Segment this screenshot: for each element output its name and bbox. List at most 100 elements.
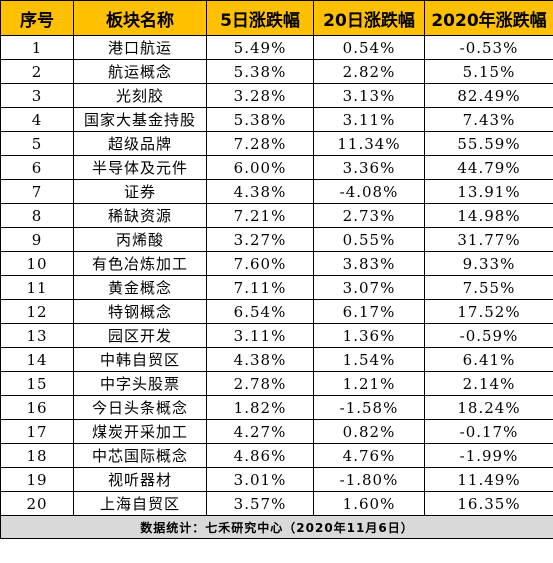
change-2020-cell: 9.33%	[424, 251, 553, 276]
table-row: 18 中芯国际概念 4.86% 4.76% -1.99%	[0, 443, 553, 468]
sector-name-cell: 国家大基金持股	[73, 107, 207, 132]
sector-name-cell: 港口航运	[73, 35, 207, 60]
row-number-cell: 19	[0, 467, 74, 492]
table-row: 8 稀缺资源 7.21% 2.73% 14.98%	[0, 203, 553, 228]
header-2020-change: 2020年涨跌幅	[424, 0, 553, 36]
sector-name-cell: 黄金概念	[73, 275, 207, 300]
change-2020-cell: 14.98%	[424, 203, 553, 228]
change-5day-cell: 4.86%	[206, 443, 314, 468]
change-5day-cell: 1.82%	[206, 395, 314, 420]
header-20day-change: 20日涨跌幅	[313, 0, 425, 36]
change-20day-cell: 1.36%	[313, 323, 425, 348]
table-row: 4 国家大基金持股 5.38% 3.11% 7.43%	[0, 107, 553, 132]
change-20day-cell: 1.54%	[313, 347, 425, 372]
row-number-cell: 3	[0, 83, 74, 108]
table-row: 13 园区开发 3.11% 1.36% -0.59%	[0, 323, 553, 348]
change-20day-cell: 11.34%	[313, 131, 425, 156]
row-number-cell: 20	[0, 491, 74, 516]
change-5day-cell: 3.27%	[206, 227, 314, 252]
change-20day-cell: 0.54%	[313, 35, 425, 60]
table-footer: 数据统计：七禾研究中心（2020年11月6日）	[0, 515, 553, 539]
header-sector-name: 板块名称	[73, 0, 207, 36]
change-2020-cell: 18.24%	[424, 395, 553, 420]
data-source-note: 数据统计：七禾研究中心（2020年11月6日）	[0, 515, 553, 539]
change-20day-cell: 2.82%	[313, 59, 425, 84]
row-number-cell: 15	[0, 371, 74, 396]
change-20day-cell: 6.17%	[313, 299, 425, 324]
row-number-cell: 1	[0, 35, 74, 60]
row-number-cell: 18	[0, 443, 74, 468]
change-5day-cell: 5.38%	[206, 59, 314, 84]
table-row: 16 今日头条概念 1.82% -1.58% 18.24%	[0, 395, 553, 420]
change-5day-cell: 7.21%	[206, 203, 314, 228]
row-number-cell: 11	[0, 275, 74, 300]
change-20day-cell: -1.80%	[313, 467, 425, 492]
change-2020-cell: 7.55%	[424, 275, 553, 300]
change-20day-cell: -4.08%	[313, 179, 425, 204]
table-row: 7 证券 4.38% -4.08% 13.91%	[0, 179, 553, 204]
header-no: 序号	[0, 0, 74, 36]
sector-name-cell: 航运概念	[73, 59, 207, 84]
change-5day-cell: 4.38%	[206, 179, 314, 204]
table-body: 1 港口航运 5.49% 0.54% -0.53% 2 航运概念 5.38% 2.82% 5.15…	[0, 35, 553, 516]
sector-name-cell: 视听器材	[73, 467, 207, 492]
sector-name-cell: 半导体及元件	[73, 155, 207, 180]
change-20day-cell: 3.83%	[313, 251, 425, 276]
sector-name-cell: 有色冶炼加工	[73, 251, 207, 276]
change-2020-cell: 55.59%	[424, 131, 553, 156]
change-2020-cell: 13.91%	[424, 179, 553, 204]
sector-name-cell: 超级品牌	[73, 131, 207, 156]
change-2020-cell: 82.49%	[424, 83, 553, 108]
change-20day-cell: 1.60%	[313, 491, 425, 516]
change-20day-cell: 4.76%	[313, 443, 425, 468]
change-5day-cell: 7.11%	[206, 275, 314, 300]
change-20day-cell: 2.73%	[313, 203, 425, 228]
change-20day-cell: 3.11%	[313, 107, 425, 132]
table-row: 9 丙烯酸 3.27% 0.55% 31.77%	[0, 227, 553, 252]
table-row: 17 煤炭开采加工 4.27% 0.82% -0.17%	[0, 419, 553, 444]
table-row: 5 超级品牌 7.28% 11.34% 55.59%	[0, 131, 553, 156]
table-row: 12 特钢概念 6.54% 6.17% 17.52%	[0, 299, 553, 324]
change-5day-cell: 5.38%	[206, 107, 314, 132]
change-5day-cell: 4.38%	[206, 347, 314, 372]
change-5day-cell: 3.11%	[206, 323, 314, 348]
change-2020-cell: 5.15%	[424, 59, 553, 84]
sector-name-cell: 丙烯酸	[73, 227, 207, 252]
change-5day-cell: 6.54%	[206, 299, 314, 324]
row-number-cell: 5	[0, 131, 74, 156]
change-2020-cell: 16.35%	[424, 491, 553, 516]
change-2020-cell: 11.49%	[424, 467, 553, 492]
header-5day-change: 5日涨跌幅	[206, 0, 314, 36]
row-number-cell: 10	[0, 251, 74, 276]
change-2020-cell: -1.99%	[424, 443, 553, 468]
change-2020-cell: 6.41%	[424, 347, 553, 372]
row-number-cell: 7	[0, 179, 74, 204]
change-5day-cell: 3.57%	[206, 491, 314, 516]
change-20day-cell: 0.55%	[313, 227, 425, 252]
sector-name-cell: 特钢概念	[73, 299, 207, 324]
sector-name-cell: 中韩自贸区	[73, 347, 207, 372]
row-number-cell: 13	[0, 323, 74, 348]
change-2020-cell: 17.52%	[424, 299, 553, 324]
change-2020-cell: 44.79%	[424, 155, 553, 180]
table-row: 15 中字头股票 2.78% 1.21% 2.14%	[0, 371, 553, 396]
change-2020-cell: -0.59%	[424, 323, 553, 348]
row-number-cell: 12	[0, 299, 74, 324]
change-5day-cell: 4.27%	[206, 419, 314, 444]
footer-row: 数据统计：七禾研究中心（2020年11月6日）	[0, 515, 553, 539]
sector-name-cell: 上海自贸区	[73, 491, 207, 516]
row-number-cell: 2	[0, 59, 74, 84]
sector-name-cell: 证券	[73, 179, 207, 204]
change-5day-cell: 6.00%	[206, 155, 314, 180]
change-20day-cell: 3.36%	[313, 155, 425, 180]
change-5day-cell: 3.01%	[206, 467, 314, 492]
change-5day-cell: 7.60%	[206, 251, 314, 276]
sector-name-cell: 园区开发	[73, 323, 207, 348]
change-2020-cell: -0.17%	[424, 419, 553, 444]
table-row: 19 视听器材 3.01% -1.80% 11.49%	[0, 467, 553, 492]
change-20day-cell: 3.07%	[313, 275, 425, 300]
row-number-cell: 14	[0, 347, 74, 372]
table-row: 2 航运概念 5.38% 2.82% 5.15%	[0, 59, 553, 84]
sector-name-cell: 光刻胶	[73, 83, 207, 108]
